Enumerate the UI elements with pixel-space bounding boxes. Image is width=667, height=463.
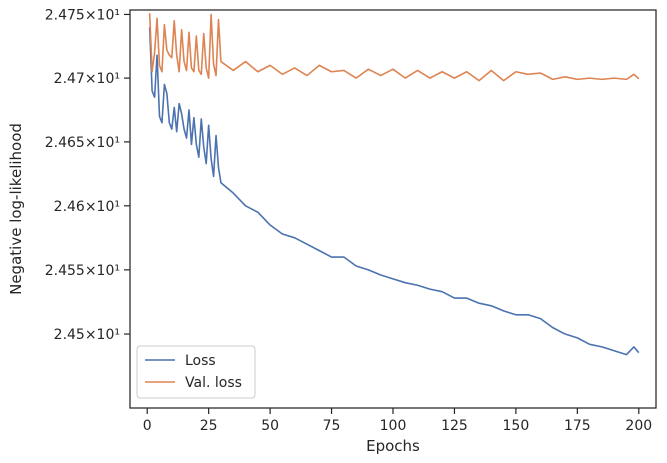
plot-area <box>148 13 640 356</box>
y-tick-label: 2.46×10¹ <box>54 199 120 215</box>
x-tick-label: 125 <box>441 418 468 434</box>
x-axis-title: Epochs <box>366 437 420 455</box>
series-line-val-loss <box>148 13 640 82</box>
x-tick-label: 150 <box>503 418 530 434</box>
y-axis: 2.45×10¹ 2.455×10¹ 2.46×10¹ 2.465×10¹ 2.47×1… <box>45 7 130 343</box>
x-tick-label: 200 <box>625 418 652 434</box>
x-tick-label: 100 <box>380 418 407 434</box>
y-tick-label: 2.465×10¹ <box>45 135 120 151</box>
y-axis-title: Negative log-likelihood <box>7 123 25 295</box>
y-tick-label: 2.45×10¹ <box>54 327 120 343</box>
y-tick-label: 2.455×10¹ <box>45 263 120 279</box>
x-tick-label: 25 <box>200 418 218 434</box>
series-line-loss <box>148 27 640 356</box>
legend-label-val-loss: Val. loss <box>185 375 242 391</box>
y-tick-label: 2.47×10¹ <box>54 71 120 87</box>
x-tick-label: 75 <box>323 418 341 434</box>
x-tick-label: 0 <box>143 418 152 434</box>
legend: Loss Val. loss <box>136 345 256 399</box>
legend-label-loss: Loss <box>185 353 216 369</box>
legend-box <box>136 345 256 399</box>
y-tick-label: 2.475×10¹ <box>45 7 120 23</box>
x-tick-label: 175 <box>564 418 591 434</box>
x-tick-label: 50 <box>261 418 279 434</box>
x-axis: 0 25 50 75 100 125 150 175 200 <box>143 408 652 434</box>
